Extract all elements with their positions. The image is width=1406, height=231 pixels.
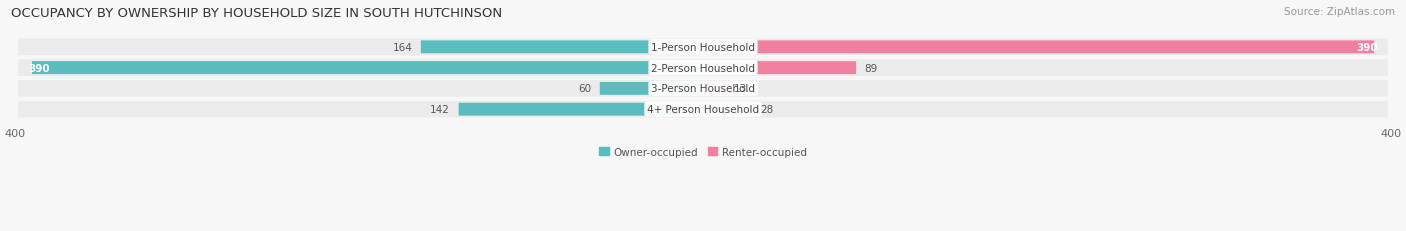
Text: 60: 60 <box>578 84 591 94</box>
Text: Source: ZipAtlas.com: Source: ZipAtlas.com <box>1284 7 1395 17</box>
Text: 28: 28 <box>759 105 773 115</box>
Legend: Owner-occupied, Renter-occupied: Owner-occupied, Renter-occupied <box>595 143 811 161</box>
Text: OCCUPANCY BY OWNERSHIP BY HOUSEHOLD SIZE IN SOUTH HUTCHINSON: OCCUPANCY BY OWNERSHIP BY HOUSEHOLD SIZE… <box>11 7 502 20</box>
FancyBboxPatch shape <box>458 103 703 116</box>
Text: 142: 142 <box>430 105 450 115</box>
Text: 2-Person Household: 2-Person Household <box>651 63 755 73</box>
FancyBboxPatch shape <box>600 83 703 95</box>
FancyBboxPatch shape <box>420 41 703 54</box>
FancyBboxPatch shape <box>32 62 703 75</box>
Text: 4+ Person Household: 4+ Person Household <box>647 105 759 115</box>
Text: 390: 390 <box>28 63 51 73</box>
FancyBboxPatch shape <box>18 81 1388 97</box>
FancyBboxPatch shape <box>703 103 751 116</box>
FancyBboxPatch shape <box>18 101 1388 118</box>
Text: 13: 13 <box>734 84 747 94</box>
Text: 89: 89 <box>865 63 877 73</box>
FancyBboxPatch shape <box>703 41 1374 54</box>
Text: 3-Person Household: 3-Person Household <box>651 84 755 94</box>
FancyBboxPatch shape <box>703 62 856 75</box>
Text: 390: 390 <box>1355 43 1378 53</box>
FancyBboxPatch shape <box>18 39 1388 56</box>
FancyBboxPatch shape <box>703 83 725 95</box>
Text: 164: 164 <box>392 43 412 53</box>
Text: 1-Person Household: 1-Person Household <box>651 43 755 53</box>
FancyBboxPatch shape <box>18 60 1388 77</box>
